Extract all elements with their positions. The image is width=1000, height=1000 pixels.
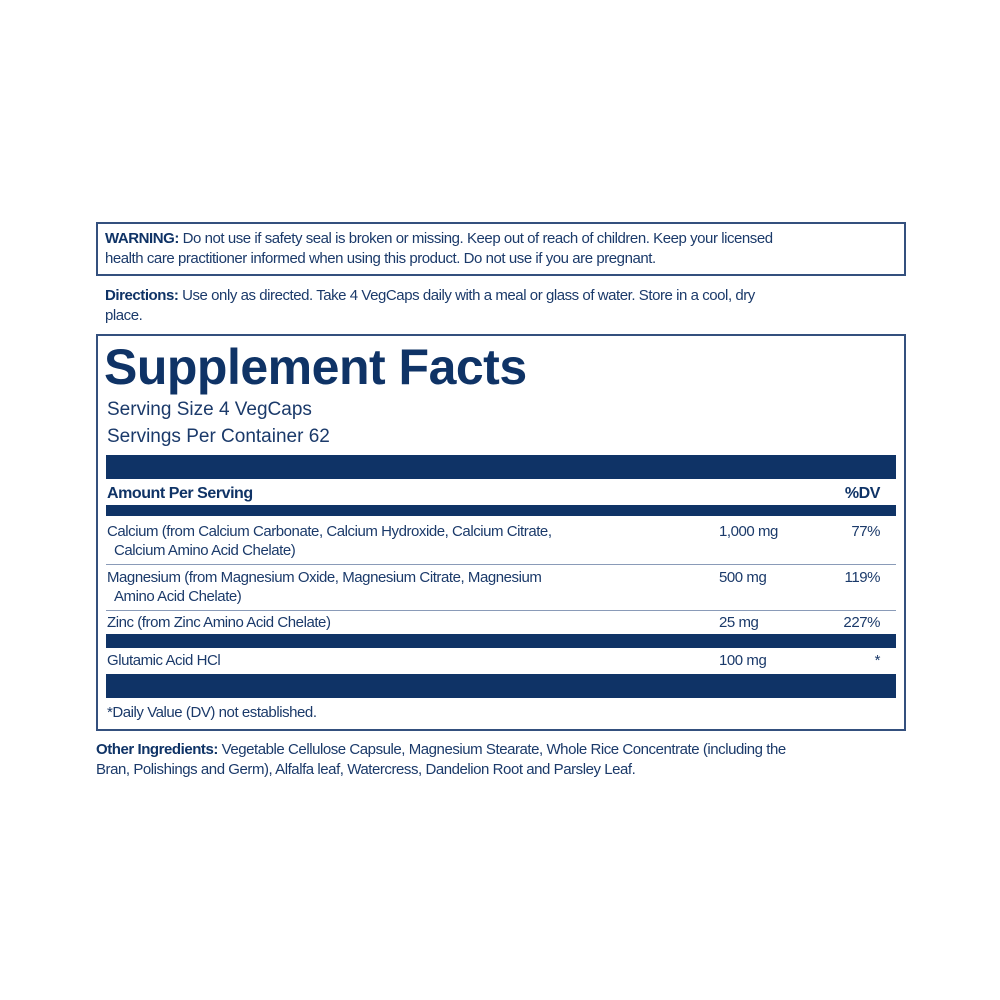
thick-divider: [106, 674, 896, 698]
nutrient-row-calcium: Calcium (from Calcium Carbonate, Calcium…: [107, 523, 880, 559]
warning-label: WARNING:: [105, 230, 179, 247]
warning-text: WARNING: Do not use if safety seal is br…: [105, 230, 773, 267]
directions-text: Directions: Use only as directed. Take 4…: [105, 287, 755, 324]
medium-divider: [106, 505, 896, 516]
nutrient-row-zinc: Zinc (from Zinc Amino Acid Chelate) 25 m…: [107, 614, 880, 631]
header-amount: Amount Per Serving: [107, 485, 253, 502]
other-ingredients: Other Ingredients: Vegetable Cellulose C…: [96, 741, 786, 778]
serving-size: Serving Size 4 VegCaps: [107, 399, 312, 420]
facts-title: Supplement Facts: [104, 339, 527, 395]
nutrient-row-glutamic-acid: Glutamic Acid HCl 100 mg *: [107, 652, 880, 669]
thick-divider: [106, 455, 896, 479]
row-divider: [106, 610, 896, 611]
servings-per-container: Servings Per Container 62: [107, 426, 330, 447]
warning-box: [96, 222, 906, 276]
row-divider: [106, 564, 896, 565]
directions-label: Directions:: [105, 287, 179, 304]
header-dv: %DV: [844, 485, 881, 502]
footnote: *Daily Value (DV) not established.: [107, 704, 317, 721]
medium-divider: [106, 634, 896, 648]
nutrient-row-magnesium: Magnesium (from Magnesium Oxide, Magnesi…: [107, 569, 880, 605]
supplement-facts-panel: [96, 334, 906, 731]
other-ingredients-label: Other Ingredients:: [96, 741, 218, 758]
